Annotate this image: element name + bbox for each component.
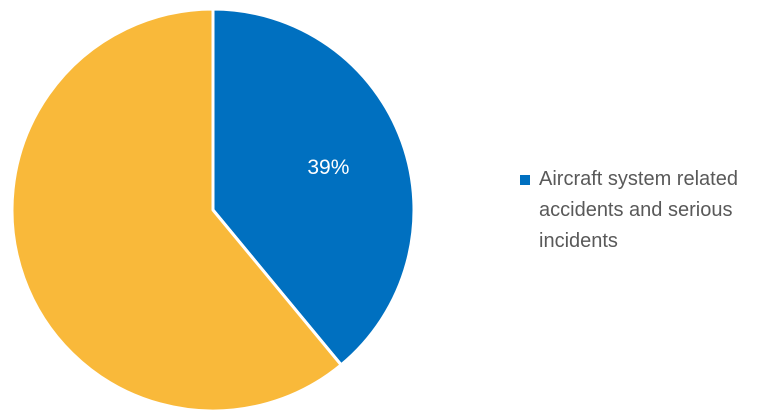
legend: Aircraft system related accidents and se… (520, 164, 775, 257)
pie-slices (10, 7, 416, 413)
pie-slice-1 (10, 7, 343, 413)
legend-swatch (520, 175, 530, 185)
slice-value-label-0: 39% (307, 156, 349, 179)
pie-data-labels: 39% (307, 156, 349, 179)
legend-item-0: Aircraft system related accidents and se… (520, 164, 775, 257)
pie-slice-0 (211, 7, 416, 367)
legend-label: Aircraft system related accidents and se… (539, 168, 738, 252)
